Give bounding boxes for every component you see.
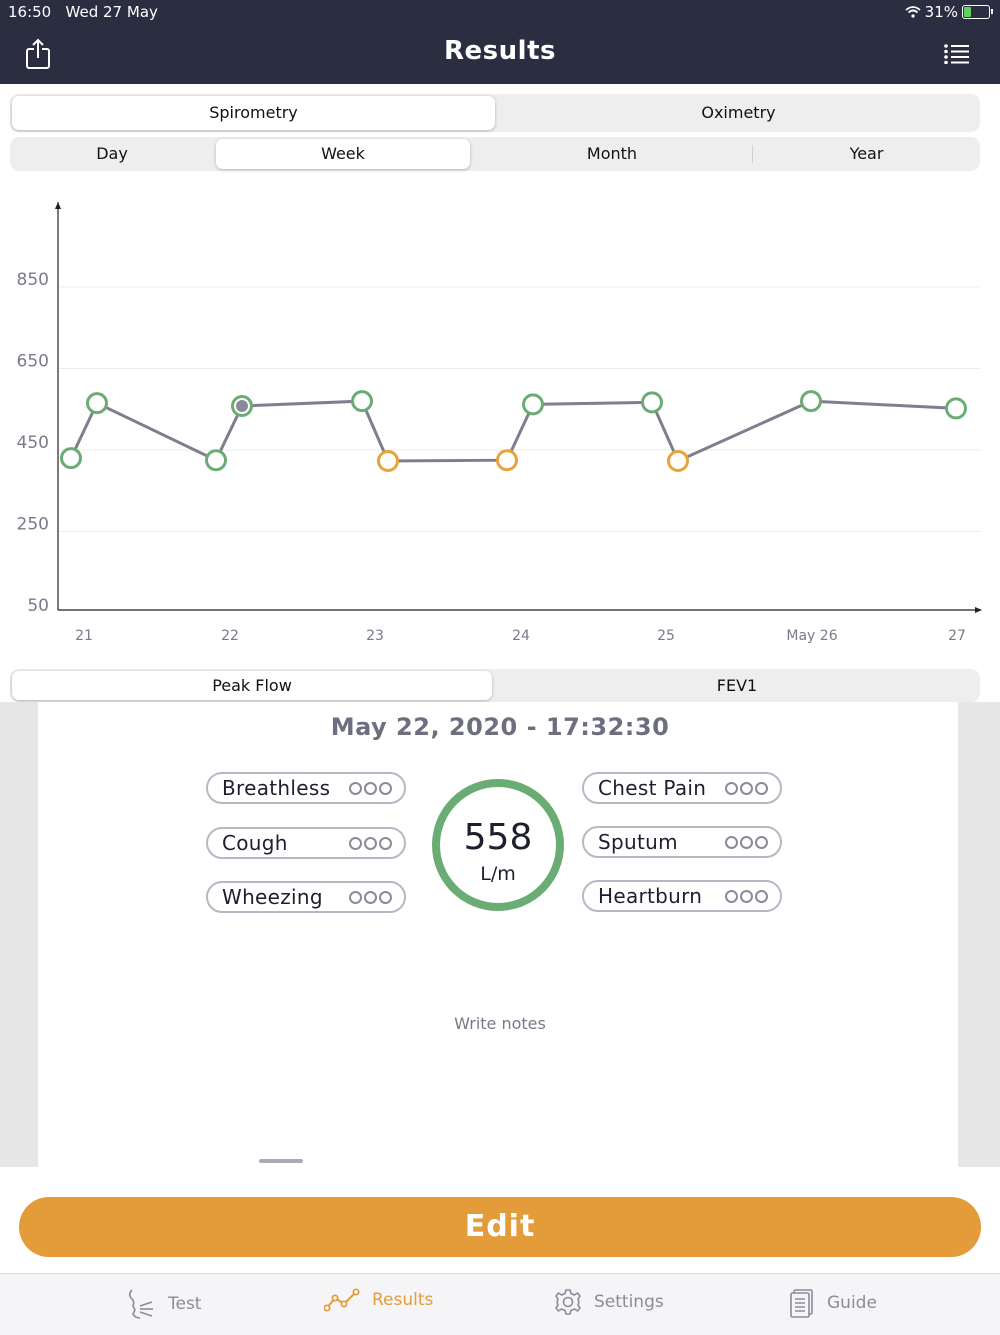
data-point [205, 449, 227, 472]
symptom-heartburn[interactable]: Heartburn [582, 880, 782, 912]
tab-label: Guide [827, 1293, 877, 1313]
symptom-cough[interactable]: Cough [206, 827, 406, 859]
detail-card [38, 702, 958, 1167]
notes-field[interactable]: Write notes [454, 1014, 546, 1033]
symptom-breathless[interactable]: Breathless [206, 772, 406, 804]
wifi-icon [905, 6, 921, 18]
tab-label: Settings [594, 1292, 664, 1312]
selected-point-marker [236, 399, 248, 412]
tab-guide[interactable]: Guide [789, 1288, 877, 1318]
data-point [496, 449, 518, 472]
peak-flow-gauge: 558 L/m [432, 779, 564, 911]
y-tick-label: 50 [27, 596, 49, 616]
tab-settings[interactable]: Settings [554, 1288, 664, 1316]
data-point [945, 397, 967, 420]
peak-flow-value: 558 [463, 817, 533, 858]
breath-icon [128, 1289, 153, 1319]
data-point [86, 392, 108, 415]
page-title: Results [444, 36, 556, 66]
symptom-label: Chest Pain [598, 776, 707, 800]
y-tick-label: 850 [17, 270, 49, 290]
period-tabs: Day Week Month Year [10, 137, 980, 171]
symptom-label: Cough [222, 831, 288, 855]
peak-flow-unit: L/m [480, 863, 516, 885]
x-tick-label: 25 [657, 628, 675, 644]
y-axis-arrow [55, 202, 61, 209]
x-tick-label: May 26 [786, 628, 837, 644]
data-point [667, 450, 689, 473]
tab-oximetry[interactable]: Oximetry [701, 103, 776, 122]
test-type-tabs: Spirometry Oximetry [10, 94, 980, 132]
tab-fev1[interactable]: FEV1 [716, 676, 758, 695]
tab-spirometry[interactable]: Spirometry [12, 96, 495, 130]
drag-handle[interactable] [259, 1159, 303, 1163]
severity-dots[interactable] [349, 781, 392, 795]
app-header: 16:50 Wed 27 May 31% Results [0, 0, 1000, 84]
x-axis-arrow [975, 607, 982, 613]
severity-dots[interactable] [725, 781, 768, 795]
symptom-label: Wheezing [222, 885, 323, 909]
x-tick-label: 27 [948, 628, 966, 644]
chart-line-icon [324, 1288, 360, 1312]
tab-label: Test [168, 1294, 202, 1314]
battery-percent: 31% [924, 3, 958, 21]
battery-icon [962, 5, 993, 19]
severity-dots[interactable] [725, 889, 768, 903]
data-point [522, 393, 544, 416]
peak-flow-chart: 850 650 450 250 50 21 22 23 24 25 May 26 27 [0, 180, 1000, 660]
x-tick-label: 21 [75, 628, 93, 644]
x-tick-label: 22 [221, 628, 239, 644]
tab-results[interactable]: Results [324, 1288, 433, 1312]
segment-divider [752, 145, 753, 163]
tab-day[interactable]: Day [96, 144, 128, 163]
data-point [351, 390, 373, 413]
tab-month[interactable]: Month [586, 144, 638, 163]
symptom-label: Breathless [222, 776, 331, 800]
tab-test[interactable]: Test [126, 1288, 201, 1320]
symptom-label: Heartburn [598, 884, 703, 908]
data-point [641, 391, 663, 414]
tab-label: Results [372, 1290, 434, 1310]
severity-dots[interactable] [349, 836, 392, 850]
gear-icon [555, 1289, 581, 1315]
data-point [60, 447, 82, 470]
data-point [377, 450, 399, 473]
y-tick-label: 450 [17, 433, 49, 453]
y-tick-label: 650 [17, 352, 49, 372]
status-time: 16:50 Wed 27 May [8, 3, 158, 21]
x-tick-label: 23 [366, 628, 384, 644]
severity-dots[interactable] [725, 835, 768, 849]
tab-peak-flow[interactable]: Peak Flow [12, 671, 492, 700]
symptom-label: Sputum [598, 830, 678, 854]
y-tick-label: 250 [17, 515, 49, 535]
symptom-sputum[interactable]: Sputum [582, 826, 782, 858]
document-icon [790, 1289, 813, 1318]
tab-bar: Test Results Settings Guide [0, 1273, 1000, 1335]
data-point [800, 390, 822, 413]
share-icon[interactable] [24, 38, 52, 70]
list-icon[interactable] [944, 44, 970, 64]
symptom-wheezing[interactable]: Wheezing [206, 881, 406, 913]
status-indicators: 31% [905, 3, 993, 21]
symptom-chest-pain[interactable]: Chest Pain [582, 772, 782, 804]
result-datetime: May 22, 2020 - 17:32:30 [330, 713, 670, 741]
edit-button[interactable]: Edit [19, 1197, 981, 1257]
tab-year[interactable]: Year [849, 144, 884, 163]
series-line [69, 399, 957, 463]
tab-week[interactable]: Week [216, 139, 470, 169]
chart-svg: 850 650 450 250 50 21 22 23 24 25 May 26 27 [17, 202, 982, 644]
metric-tabs: Peak Flow FEV1 [10, 669, 980, 702]
x-tick-label: 24 [512, 628, 530, 644]
severity-dots[interactable] [349, 890, 392, 904]
